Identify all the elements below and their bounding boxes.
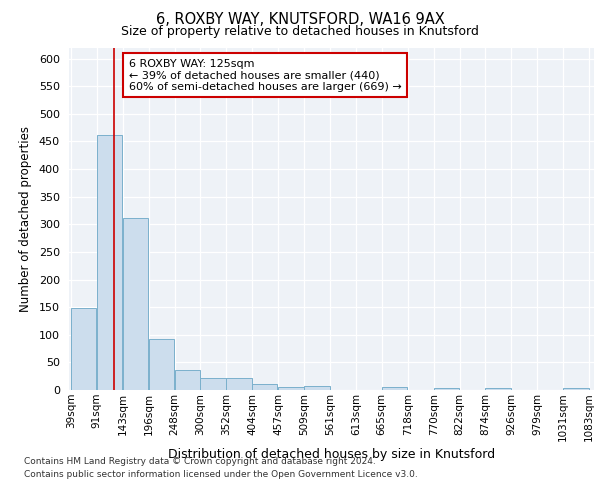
Bar	[226, 378, 251, 390]
Bar	[149, 339, 174, 390]
Bar	[252, 384, 277, 390]
Bar	[563, 388, 589, 390]
Bar	[200, 378, 226, 390]
Bar	[71, 308, 96, 390]
Bar	[304, 386, 329, 390]
Y-axis label: Number of detached properties: Number of detached properties	[19, 126, 32, 312]
Bar	[485, 388, 511, 390]
Text: 6 ROXBY WAY: 125sqm
← 39% of detached houses are smaller (440)
60% of semi-detac: 6 ROXBY WAY: 125sqm ← 39% of detached ho…	[128, 58, 401, 92]
Bar	[175, 370, 200, 390]
Bar	[434, 388, 459, 390]
Bar	[97, 135, 122, 390]
Text: 6, ROXBY WAY, KNUTSFORD, WA16 9AX: 6, ROXBY WAY, KNUTSFORD, WA16 9AX	[155, 12, 445, 28]
Text: Size of property relative to detached houses in Knutsford: Size of property relative to detached ho…	[121, 25, 479, 38]
Text: Contains public sector information licensed under the Open Government Licence v3: Contains public sector information licen…	[24, 470, 418, 479]
Text: Contains HM Land Registry data © Crown copyright and database right 2024.: Contains HM Land Registry data © Crown c…	[24, 458, 376, 466]
Bar	[382, 387, 407, 390]
Bar	[278, 387, 304, 390]
X-axis label: Distribution of detached houses by size in Knutsford: Distribution of detached houses by size …	[168, 448, 495, 462]
Bar	[122, 218, 148, 390]
